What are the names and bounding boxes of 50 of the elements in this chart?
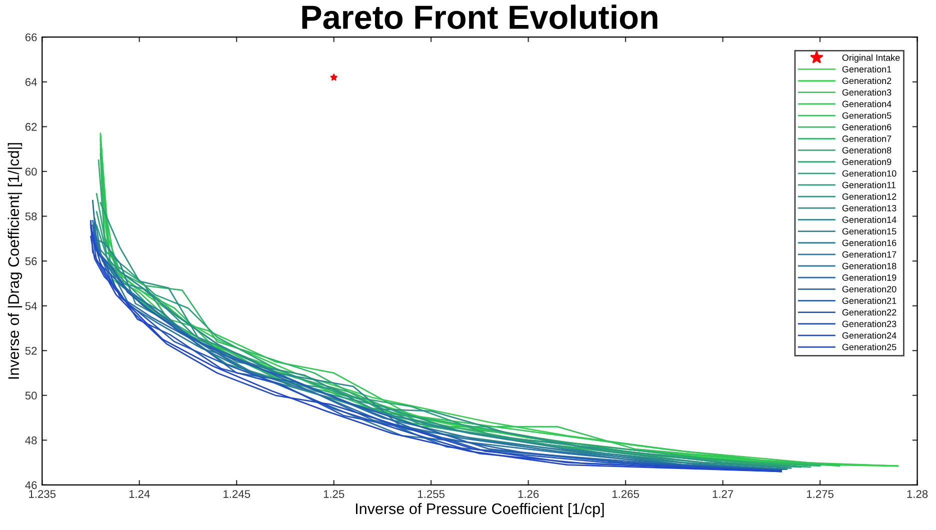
legend-label: Generation1 xyxy=(842,66,892,72)
legend-label: Generation6 xyxy=(842,124,892,130)
x-tick-label: 1.275 xyxy=(806,490,834,498)
legend-label: Generation25 xyxy=(842,344,896,350)
legend-label: Generation21 xyxy=(842,297,896,304)
x-tick-label: 1.28 xyxy=(907,490,928,498)
legend-label: Original Intake xyxy=(842,54,900,63)
y-tick-label: 54 xyxy=(25,302,37,310)
y-tick-label: 46 xyxy=(25,481,37,490)
x-axis-title: Inverse of Pressure Coefficient [1/cp] xyxy=(356,502,604,518)
legend-label: Generation11 xyxy=(842,182,896,188)
y-tick-label: 62 xyxy=(25,122,37,131)
x-tick-label: 1.25 xyxy=(324,490,344,498)
legend-label: Generation23 xyxy=(842,320,896,328)
y-tick-label: 64 xyxy=(25,78,37,86)
legend-label: Generation20 xyxy=(842,286,896,292)
y-tick-label: 52 xyxy=(25,346,37,355)
x-tick-label: 1.27 xyxy=(712,490,734,498)
legend-label: Generation15 xyxy=(842,228,896,235)
y-tick-label: 66 xyxy=(25,33,37,42)
legend-label: Generation10 xyxy=(842,170,896,177)
legend-label: Generation17 xyxy=(842,251,896,258)
legend-label: Generation4 xyxy=(842,100,892,108)
legend-label: Generation22 xyxy=(842,308,896,316)
y-tick-label: 56 xyxy=(25,257,37,266)
y-axis-title: Inverse of |Drag Coefficient| [1/|cd|] xyxy=(8,143,22,379)
x-tick-label: 1.265 xyxy=(612,490,639,498)
legend-label: Generation5 xyxy=(842,112,892,119)
x-tick-label: 1.255 xyxy=(418,490,445,498)
legend-label: Generation13 xyxy=(842,204,896,212)
legend-label: Generation7 xyxy=(842,135,892,142)
legend-label: Generation18 xyxy=(842,262,896,270)
legend-label: Generation14 xyxy=(842,216,896,223)
legend-label: Generation3 xyxy=(842,88,892,96)
x-tick-label: 1.245 xyxy=(224,490,250,498)
x-tick-label: 1.24 xyxy=(129,490,150,498)
chart-title: Pareto Front Evolution xyxy=(302,4,658,30)
legend-label: Generation16 xyxy=(842,239,896,246)
legend-label: Generation19 xyxy=(842,274,896,281)
x-tick-label: 1.235 xyxy=(29,490,56,498)
y-tick-label: 60 xyxy=(25,168,37,176)
legend-label: Generation12 xyxy=(842,193,896,200)
y-tick-label: 58 xyxy=(25,212,37,220)
legend-label: Generation8 xyxy=(842,146,892,154)
y-tick-label: 50 xyxy=(25,392,37,400)
legend-label: Generation24 xyxy=(842,332,896,339)
y-tick-label: 48 xyxy=(25,436,37,444)
legend-label: Generation2 xyxy=(842,77,892,84)
x-tick-label: 1.26 xyxy=(518,490,539,498)
legend-label: Generation9 xyxy=(842,158,892,166)
